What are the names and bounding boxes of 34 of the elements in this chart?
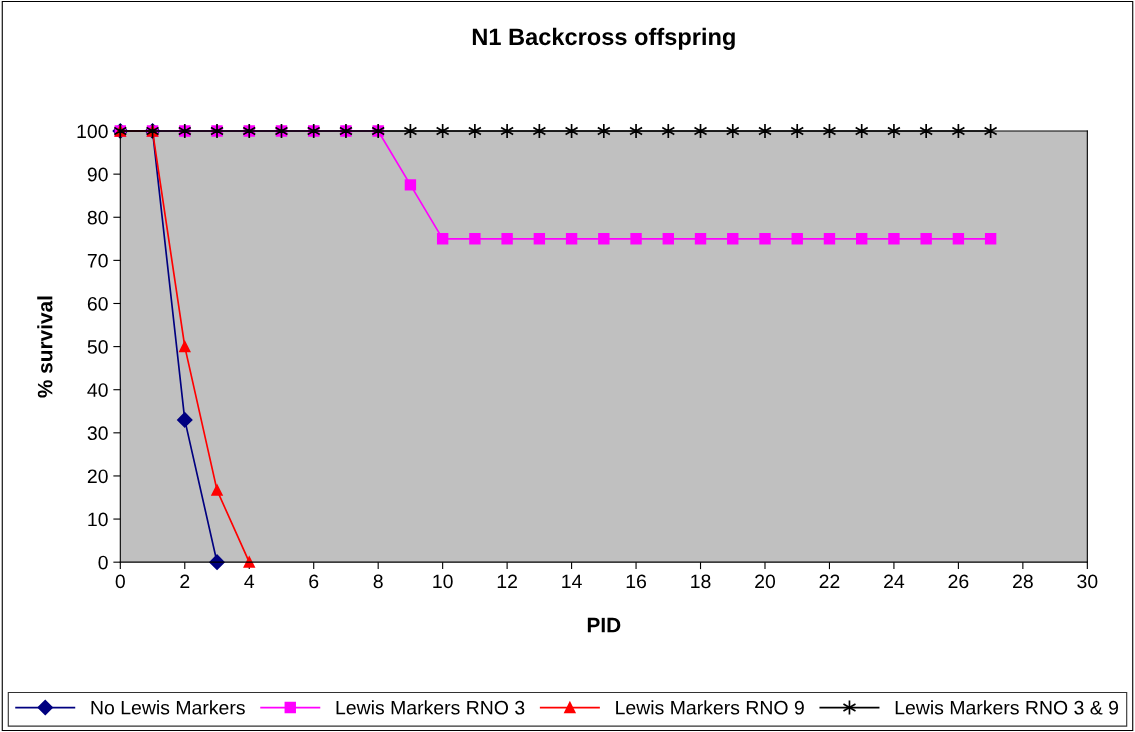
x-tick-label: 14 (562, 574, 582, 589)
x-tick-label: 16 (626, 574, 647, 589)
x-axis-title: PID (587, 617, 621, 633)
x-tick-label: 8 (373, 574, 383, 589)
x-tick-label: 28 (1013, 574, 1033, 589)
y-axis-title: % survival (37, 296, 53, 398)
y-tick-label: 50 (87, 340, 108, 354)
x-tick-label: 0 (115, 574, 125, 589)
y-tick-label: 80 (87, 210, 108, 225)
legend-label: Lewis Markers RNO 3 & 9 (895, 700, 1119, 715)
x-tick-label: 2 (180, 574, 190, 589)
legend-label: Lewis Markers RNO 9 (616, 700, 804, 715)
chart-title: N1 Backcross offspring (472, 27, 735, 50)
x-tick-label: 30 (1077, 574, 1098, 589)
y-tick-label: 30 (87, 426, 108, 441)
x-tick-label: 4 (244, 574, 255, 589)
y-tick-label: 20 (87, 469, 108, 484)
x-tick-label: 20 (755, 574, 776, 589)
x-tick-label: 26 (948, 574, 969, 589)
x-tick-label: 18 (691, 574, 711, 589)
legend-label: Lewis Markers RNO 3 (336, 700, 525, 715)
y-tick-label: 70 (87, 253, 108, 268)
legend-label: No Lewis Markers (91, 700, 245, 715)
x-tick-label: 12 (497, 574, 517, 589)
x-tick-label: 22 (819, 574, 840, 589)
y-tick-label: 40 (87, 383, 108, 397)
x-tick-label: 6 (309, 574, 319, 589)
y-tick-label: 90 (87, 167, 108, 182)
y-tick-label: 10 (88, 512, 108, 527)
y-tick-label: 100 (77, 124, 108, 139)
x-tick-label: 10 (433, 574, 453, 589)
y-tick-label: 60 (87, 296, 108, 311)
x-tick-label: 24 (884, 574, 905, 589)
y-tick-label: 0 (98, 555, 108, 570)
